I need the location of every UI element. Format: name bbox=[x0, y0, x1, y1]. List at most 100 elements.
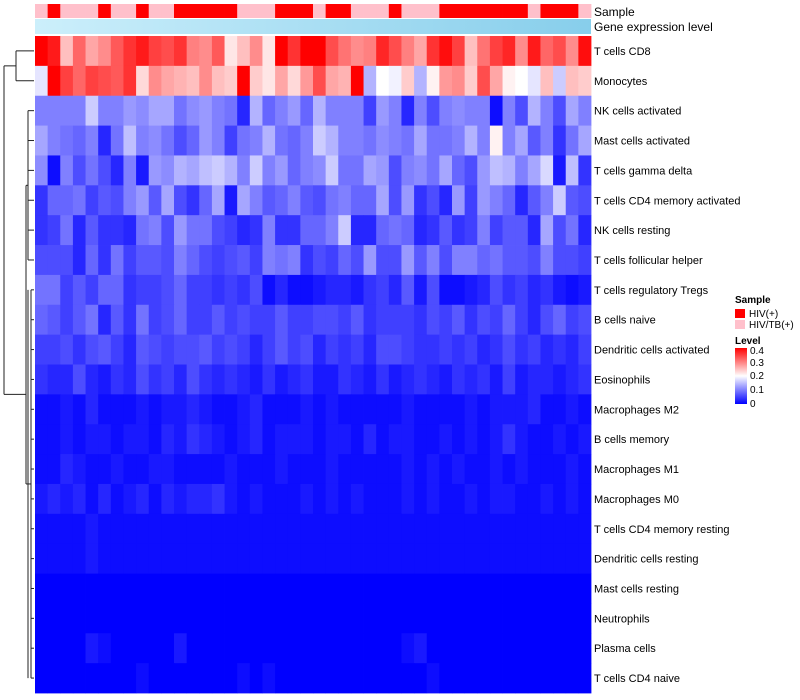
heatmap-cell bbox=[199, 543, 213, 574]
heatmap-cell bbox=[161, 155, 175, 186]
heatmap-cell bbox=[477, 245, 491, 276]
heatmap-cell bbox=[325, 274, 339, 306]
heatmap-cell bbox=[123, 483, 137, 515]
heatmap-cell bbox=[199, 185, 213, 216]
heatmap-cell bbox=[464, 245, 478, 276]
heatmap-cell bbox=[110, 394, 124, 425]
heatmap-cell bbox=[313, 513, 327, 545]
heatmap-cell bbox=[224, 394, 238, 425]
heatmap-cell bbox=[477, 543, 491, 574]
heatmap-cell bbox=[527, 394, 541, 425]
heatmap-cell bbox=[262, 663, 276, 694]
heatmap-cell bbox=[477, 65, 491, 97]
heatmap-cell bbox=[199, 513, 213, 545]
row-label: Neutrophils bbox=[594, 613, 650, 625]
heatmap-cell bbox=[414, 274, 428, 306]
heatmap-cell bbox=[578, 483, 592, 515]
heatmap-cell bbox=[502, 483, 516, 515]
heatmap-cell bbox=[249, 364, 263, 395]
heatmap-cell bbox=[553, 334, 567, 365]
heatmap-cell bbox=[249, 424, 263, 455]
heatmap-cell bbox=[515, 334, 529, 365]
heatmap-cell bbox=[477, 394, 491, 425]
heatmap-cell bbox=[565, 513, 579, 545]
heatmap-cell bbox=[249, 454, 263, 485]
heatmap-cell bbox=[338, 185, 352, 216]
heatmap-cell bbox=[350, 483, 364, 515]
heatmap-cell bbox=[439, 394, 453, 425]
heatmap-cell bbox=[426, 125, 440, 156]
heatmap-cell bbox=[527, 65, 541, 97]
heatmap-cell bbox=[325, 543, 339, 574]
heatmap-cell bbox=[565, 215, 579, 246]
heatmap-cells bbox=[35, 36, 592, 694]
heatmap-cell bbox=[300, 95, 314, 126]
heatmap-cell bbox=[186, 454, 200, 485]
heatmap-cell bbox=[439, 364, 453, 395]
heatmap-cell bbox=[199, 633, 213, 664]
sample-annotation-cell bbox=[477, 4, 491, 18]
heatmap-cell bbox=[553, 483, 567, 515]
heatmap-cell bbox=[300, 543, 314, 574]
sample-annotation-cell bbox=[464, 4, 478, 18]
heatmap-cell bbox=[72, 65, 86, 97]
heatmap-cell bbox=[136, 364, 150, 395]
heatmap-cell bbox=[502, 573, 516, 604]
heatmap-cell bbox=[578, 454, 592, 485]
heatmap-cell bbox=[174, 543, 188, 574]
heatmap-cell bbox=[60, 573, 74, 604]
heatmap-cell bbox=[452, 155, 466, 186]
row-label: B cells naive bbox=[594, 315, 656, 327]
heatmap-cell bbox=[464, 543, 478, 574]
heatmap-cell bbox=[161, 185, 175, 216]
heatmap-cell bbox=[287, 483, 301, 515]
heatmap-cell bbox=[199, 424, 213, 455]
heatmap-cell bbox=[60, 483, 74, 515]
heatmap-cell bbox=[489, 483, 503, 515]
heatmap-cell bbox=[313, 573, 327, 604]
heatmap-cell bbox=[72, 364, 86, 395]
heatmap-cell bbox=[110, 513, 124, 545]
heatmap-cell bbox=[249, 543, 263, 574]
heatmap-cell bbox=[47, 215, 61, 246]
heatmap-cell bbox=[489, 155, 503, 186]
heatmap-cell bbox=[350, 633, 364, 664]
heatmap-cell bbox=[338, 454, 352, 485]
heatmap-cell bbox=[161, 543, 175, 574]
heatmap-cell bbox=[388, 334, 402, 365]
heatmap-cell bbox=[136, 245, 150, 276]
heatmap-cell bbox=[275, 155, 289, 186]
heatmap-cell bbox=[489, 215, 503, 246]
heatmap-cell bbox=[161, 633, 175, 664]
heatmap-cell bbox=[98, 155, 112, 186]
heatmap-cell bbox=[540, 65, 554, 97]
heatmap-cell bbox=[110, 155, 124, 186]
heatmap-cell bbox=[464, 125, 478, 156]
heatmap-cell bbox=[72, 603, 86, 634]
heatmap-cell bbox=[414, 185, 428, 216]
heatmap-cell bbox=[224, 36, 238, 67]
heatmap-cell bbox=[527, 364, 541, 395]
heatmap-cell bbox=[313, 454, 327, 485]
heatmap-cell bbox=[262, 364, 276, 395]
heatmap-cell bbox=[388, 663, 402, 694]
heatmap-cell bbox=[300, 334, 314, 365]
heatmap-cell bbox=[136, 274, 150, 306]
heatmap-cell bbox=[287, 394, 301, 425]
heatmap-cell bbox=[527, 454, 541, 485]
heatmap-cell bbox=[325, 334, 339, 365]
heatmap-cell bbox=[338, 304, 352, 336]
heatmap-cell bbox=[35, 364, 49, 395]
heatmap-cell bbox=[224, 155, 238, 186]
heatmap-cell bbox=[98, 454, 112, 485]
heatmap-cell bbox=[287, 215, 301, 246]
heatmap-cell bbox=[123, 513, 137, 545]
heatmap-cell bbox=[363, 245, 377, 276]
heatmap-cell bbox=[401, 125, 415, 156]
heatmap-cell bbox=[502, 633, 516, 664]
heatmap-cell bbox=[401, 155, 415, 186]
heatmap-cell bbox=[376, 334, 390, 365]
heatmap-cell bbox=[527, 513, 541, 545]
heatmap-cell bbox=[60, 274, 74, 306]
heatmap-cell bbox=[262, 304, 276, 336]
